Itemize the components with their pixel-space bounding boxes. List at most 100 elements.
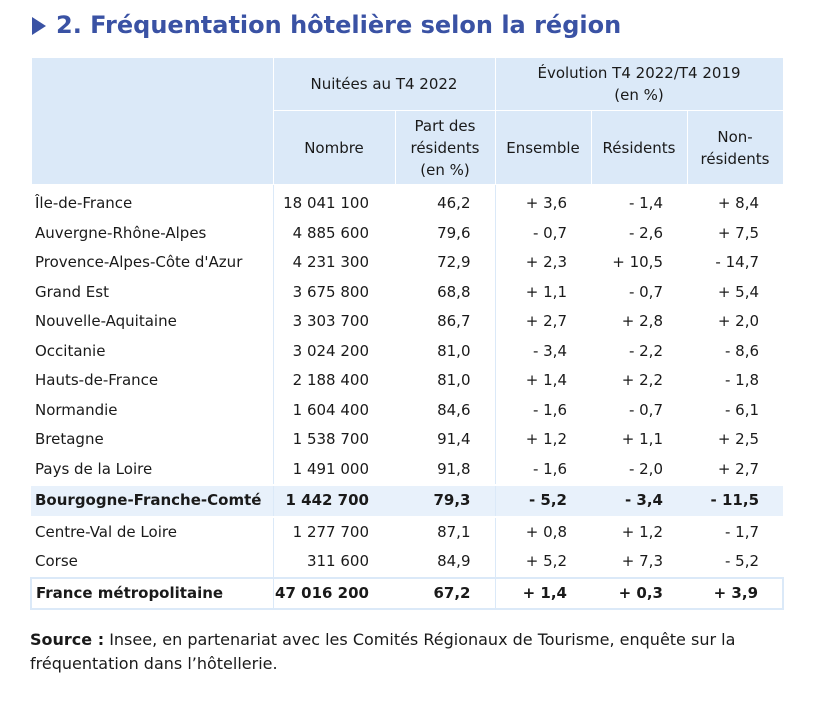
nombre-cell: 1 491 000 — [272, 454, 395, 485]
non-residents-cell: + 5,4 — [717, 282, 760, 301]
nombre-cell: 18 041 100 — [272, 184, 395, 219]
region-cell: Bourgogne-Franche-Comté — [31, 484, 273, 518]
hotel-frequentation-table: Nuitées au T4 2022 Évolution T4 2022/T4 … — [30, 57, 785, 610]
residents-cell: + 2,8 — [621, 312, 663, 330]
region-cell: Occitanie — [35, 341, 106, 360]
ensemble-cell: + 2,7 — [494, 307, 591, 337]
nombre-cell: 1 277 700 — [272, 516, 395, 547]
header-nombre: Nombre — [272, 110, 396, 185]
nombre-cell: 1 538 700 — [272, 425, 395, 455]
header-part-line3: (en %) — [420, 160, 470, 179]
residents-cell: - 2,6 — [628, 223, 663, 242]
table-row: Normandie 1 604 400 84,6 - 1,6 - 0,7 - 6,1 — [31, 395, 783, 425]
table-row: Île-de-France 18 041 100 46,2 + 3,6 - 1,4 + 8… — [31, 184, 783, 219]
table-row: Bretagne 1 538 700 91,4 + 1,2 + 1,1 + 2,5 — [31, 425, 783, 455]
residents-cell: + 1,2 — [621, 522, 663, 541]
region-cell: Provence-Alpes-Côte d'Azur — [35, 253, 243, 271]
table-row: Pays de la Loire 1 491 000 91,8 - 1,6 - 2,0 +… — [31, 454, 783, 485]
region-cell: Grand Est — [35, 282, 109, 301]
part-residents-cell: 91,8 — [437, 459, 471, 478]
table-row: Auvergne-Rhône-Alpes 4 885 600 79,6 - 0,7 - … — [31, 218, 783, 248]
header-residents: Résidents — [590, 110, 688, 185]
residents-cell: + 1,1 — [621, 430, 663, 448]
nombre-cell: 4 885 600 — [272, 218, 395, 248]
ensemble-cell: - 5,2 — [494, 484, 591, 518]
non-residents-cell: + 8,4 — [717, 194, 760, 212]
residents-cell: + 7,3 — [621, 552, 663, 570]
region-cell: Île-de-France — [35, 194, 133, 212]
header-part-line1: Part des — [414, 116, 476, 135]
triangle-bullet-icon — [32, 17, 46, 35]
non-residents-cell: + 3,9 — [687, 576, 785, 610]
table-row: Occitanie 3 024 200 81,0 - 3,4 - 2,2 - 8,6 — [31, 336, 783, 366]
part-residents-cell: 81,0 — [437, 371, 471, 389]
nombre-cell: 47 016 200 — [272, 576, 395, 610]
header-nonres-line1: Non- — [717, 127, 753, 146]
part-residents-cell: 67,2 — [395, 576, 495, 610]
non-residents-cell: - 1,8 — [724, 371, 760, 389]
header-evolution-line1: Évolution T4 2022/T4 2019 — [537, 64, 741, 82]
non-residents-cell: + 7,5 — [717, 223, 760, 242]
table-row: France métropolitaine 47 016 200 67,2 + 1,4… — [30, 576, 785, 610]
page-title: 2. Fréquentation hôtelière selon la régi… — [32, 8, 621, 42]
part-residents-cell: 79,6 — [437, 223, 471, 242]
region-cell: Corse — [35, 552, 78, 570]
table-row: Provence-Alpes-Côte d'Azur 4 231 300 72,9 +… — [31, 248, 783, 278]
source-label: Source : — [30, 630, 105, 649]
ensemble-cell: + 0,8 — [494, 516, 591, 547]
table-row: Centre-Val de Loire 1 277 700 87,1 + 0,8 + 1… — [31, 516, 783, 547]
residents-cell: + 2,2 — [621, 371, 663, 389]
part-residents-cell: 79,3 — [395, 484, 495, 518]
table-row: Nouvelle-Aquitaine 3 303 700 86,7 + 2,7 + 2,… — [31, 307, 783, 337]
nombre-cell: 4 231 300 — [272, 248, 395, 278]
non-residents-cell: - 1,7 — [724, 522, 760, 541]
residents-cell: - 2,0 — [628, 459, 663, 478]
part-residents-cell: 84,6 — [437, 400, 471, 419]
ensemble-cell: - 3,4 — [494, 336, 591, 366]
part-residents-cell: 46,2 — [437, 194, 471, 212]
nombre-cell: 1 442 700 — [272, 484, 395, 518]
part-residents-cell: 81,0 — [437, 341, 471, 360]
header-group-evolution: Évolution T4 2022/T4 2019 (en %) — [494, 57, 784, 111]
header-nonres-line2: résidents — [700, 149, 770, 168]
header-group-nuitees: Nuitées au T4 2022 — [272, 57, 496, 111]
region-cell: Centre-Val de Loire — [35, 522, 177, 541]
non-residents-cell: - 6,1 — [724, 400, 760, 419]
residents-cell: - 0,7 — [628, 400, 663, 419]
region-cell: France métropolitaine — [30, 576, 273, 610]
ensemble-cell: + 3,6 — [494, 184, 591, 219]
part-residents-cell: 84,9 — [437, 552, 471, 570]
title-text: 2. Fréquentation hôtelière selon la régi… — [56, 11, 622, 39]
ensemble-cell: + 1,4 — [494, 576, 591, 610]
ensemble-cell: - 1,6 — [494, 395, 591, 425]
non-residents-cell: - 5,2 — [724, 552, 760, 570]
table-row: Hauts-de-France 2 188 400 81,0 + 1,4 + 2,2 - … — [31, 366, 783, 396]
part-residents-cell: 86,7 — [437, 312, 471, 330]
header-ensemble: Ensemble — [494, 110, 592, 185]
header-evolution-line2: (en %) — [614, 86, 664, 104]
header-part-residents: Part des résidents (en %) — [394, 110, 496, 185]
header-empty-cell — [30, 57, 274, 185]
region-cell: Pays de la Loire — [35, 459, 153, 478]
nombre-cell: 3 675 800 — [272, 277, 395, 307]
region-cell: Normandie — [35, 400, 118, 419]
residents-cell: + 0,3 — [591, 576, 687, 610]
source-text: Insee, en partenariat avec les Comités R… — [30, 630, 736, 673]
nombre-cell: 3 024 200 — [272, 336, 395, 366]
non-residents-cell: + 2,0 — [717, 312, 760, 330]
residents-cell: - 3,4 — [591, 484, 687, 518]
residents-cell: - 0,7 — [628, 282, 663, 301]
part-residents-cell: 68,8 — [437, 282, 471, 301]
non-residents-cell: + 2,7 — [717, 459, 760, 478]
non-residents-cell: - 11,5 — [687, 484, 784, 518]
part-residents-cell: 87,1 — [437, 522, 471, 541]
ensemble-cell: + 1,2 — [494, 425, 591, 455]
ensemble-cell: + 1,4 — [494, 366, 591, 396]
header-part-line2: résidents — [410, 138, 480, 157]
nombre-cell: 311 600 — [272, 547, 395, 578]
non-residents-cell: + 2,5 — [717, 430, 760, 448]
non-residents-cell: - 14,7 — [715, 253, 760, 271]
ensemble-cell: + 5,2 — [494, 547, 591, 578]
region-cell: Nouvelle-Aquitaine — [35, 312, 177, 330]
ensemble-cell: - 0,7 — [494, 218, 591, 248]
